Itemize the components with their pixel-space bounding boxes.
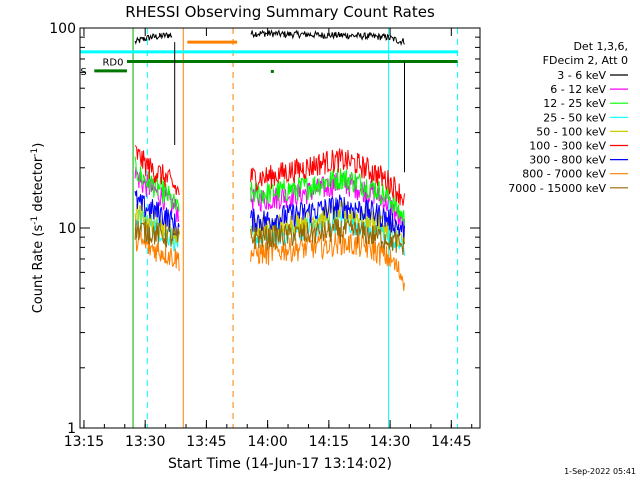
y-tick-label: 100	[49, 21, 76, 37]
legend-entry-label: 25 - 50 keV	[543, 111, 606, 124]
series-segment	[250, 218, 405, 256]
series-segment	[134, 31, 173, 45]
legend-header-2: FDecim 2, Att 0	[543, 54, 628, 67]
legend-entry-label: 50 - 100 keV	[536, 125, 606, 138]
series-segment	[134, 190, 180, 237]
series-segment	[134, 145, 180, 196]
series-segment	[250, 231, 405, 291]
series-12to25keV	[134, 156, 405, 228]
x-tick-label: 14:15	[309, 434, 349, 450]
legend-entry-label: 3 - 6 keV	[557, 69, 606, 82]
x-axis: 13:15 13:30 13:45 14:00 14:15 14:30 14:45	[64, 28, 473, 450]
series-3to6keV	[134, 29, 405, 46]
y-tick-label: 10	[58, 221, 76, 237]
series-segment	[134, 156, 180, 212]
y-axis: 1 10 100	[49, 21, 480, 437]
legend-entry-label: 6 - 12 keV	[550, 83, 606, 96]
legend-entry-label: 12 - 25 keV	[543, 97, 606, 110]
series-segment	[250, 168, 405, 228]
y-tick-label: 1	[67, 421, 76, 437]
annotation-rd0: RD0	[102, 57, 123, 68]
series-segment	[250, 194, 405, 242]
rds-dot	[270, 69, 274, 73]
series-7000to15000keV	[134, 218, 405, 256]
x-tick-label: 13:15	[64, 434, 104, 450]
x-tick-label: 14:45	[431, 434, 471, 450]
legend-entry-label: 800 - 7000 keV	[522, 168, 606, 181]
series-800to7000keV	[134, 227, 405, 291]
series-segment	[250, 148, 405, 206]
x-tick-label: 14:00	[247, 434, 287, 450]
legend-entry-label: 300 - 800 keV	[529, 154, 606, 167]
footer-date: 1-Sep-2022 05:41	[564, 467, 636, 476]
y-axis-label: Count Rate (s-1 detector-1)	[30, 143, 46, 314]
x-axis-label: Start Time (14-Jun-17 13:14:02)	[168, 456, 392, 472]
plot-series	[134, 29, 405, 291]
x-tick-label: 13:30	[125, 434, 165, 450]
series-300to800keV	[134, 190, 405, 242]
x-tick-label: 13:45	[186, 434, 226, 450]
series-segment	[134, 227, 180, 272]
legend-entry-label: 7000 - 15000 keV	[508, 182, 606, 195]
series-100to300keV	[134, 145, 405, 206]
chart-title: RHESSI Observing Summary Count Rates	[125, 3, 435, 21]
legend-header-1: Det 1,3,6,	[573, 40, 628, 53]
series-segment	[250, 29, 405, 46]
x-tick-label: 14:30	[370, 434, 410, 450]
legend-entry-label: 100 - 300 keV	[529, 140, 606, 153]
series-segment	[134, 219, 180, 248]
